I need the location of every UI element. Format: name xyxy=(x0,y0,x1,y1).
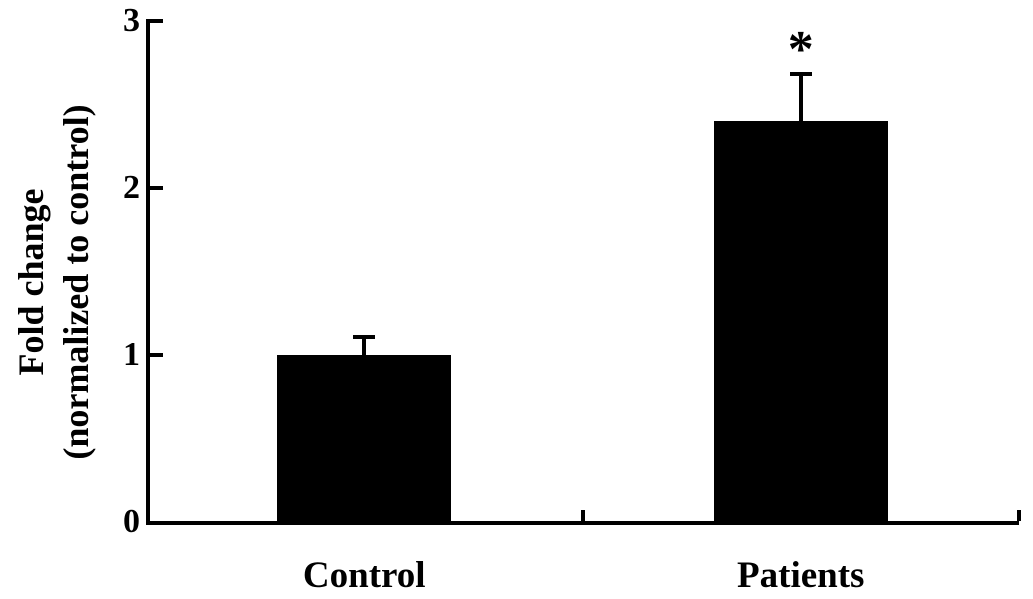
error-bar-cap xyxy=(789,72,812,77)
y-axis-title: Fold change (normalized to control) xyxy=(9,0,101,592)
x-axis-tick xyxy=(1017,510,1021,521)
y-tick-label: 2 xyxy=(123,169,140,206)
y-axis-tick xyxy=(150,19,163,23)
y-tick-label: 0 xyxy=(123,503,140,540)
significance-asterisk: * xyxy=(787,21,814,79)
x-category-label: Control xyxy=(302,555,426,596)
x-axis-tick xyxy=(580,510,585,521)
bar-control xyxy=(277,355,452,522)
y-tick-label: 1 xyxy=(123,336,140,373)
y-axis-title-line2: (normalized to control) xyxy=(56,104,96,460)
y-tick-label: 3 xyxy=(123,2,140,39)
y-axis-tick xyxy=(150,353,163,357)
y-axis-title-line1: Fold change xyxy=(11,188,51,376)
error-bar-cap xyxy=(353,334,376,339)
error-bar-stem xyxy=(362,336,367,358)
error-bar-stem xyxy=(798,74,803,125)
x-category-label: Patients xyxy=(737,555,865,596)
x-axis-line xyxy=(146,521,1019,525)
y-axis-tick xyxy=(150,186,163,190)
bar-patients xyxy=(713,121,888,522)
y-axis-line xyxy=(146,19,150,525)
